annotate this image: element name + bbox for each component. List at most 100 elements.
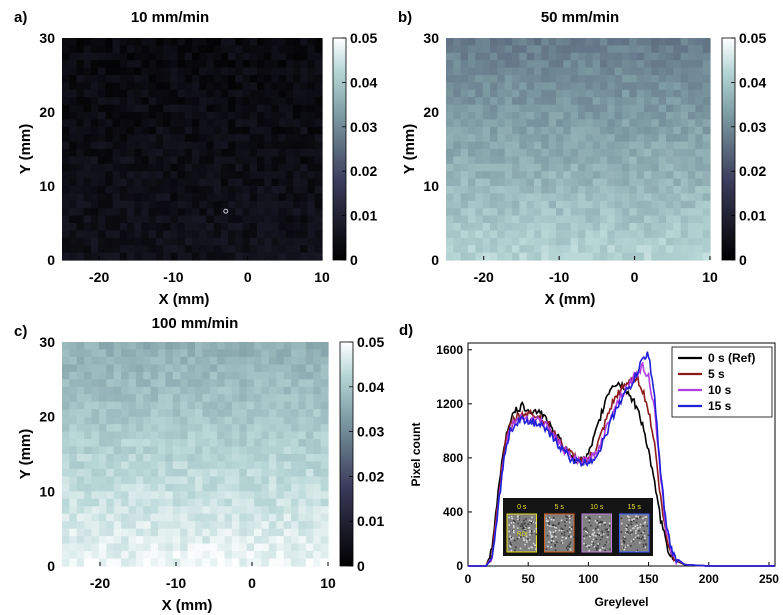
speckle	[592, 538, 595, 541]
heatmap-cell	[143, 416, 152, 425]
speckle	[525, 539, 528, 542]
heatmap-cell	[257, 126, 265, 135]
heatmap-cell	[199, 186, 208, 194]
heatmap-cell	[585, 223, 594, 231]
heatmap-cell	[90, 200, 99, 209]
heatmap-cell	[629, 60, 638, 69]
heatmap-cell	[112, 45, 121, 54]
y-tick-label: 0	[431, 252, 439, 268]
heatmap-cell	[192, 38, 200, 46]
heatmap-cell	[165, 386, 174, 395]
heatmap-cell	[206, 237, 215, 246]
speckle	[522, 537, 525, 539]
heatmap-cell	[482, 119, 491, 128]
heatmap-cell	[113, 416, 122, 425]
heatmap-cell	[98, 521, 107, 530]
heatmap-cell	[106, 483, 115, 492]
heatmap-cell	[504, 60, 513, 69]
heatmap-cell	[76, 431, 85, 440]
heatmap-cell	[141, 45, 150, 54]
heatmap-cell	[285, 186, 294, 194]
heatmap-cell	[150, 409, 159, 418]
heatmap-cell	[313, 431, 322, 440]
heatmap-cell	[446, 245, 454, 254]
heatmap-cell	[268, 454, 277, 463]
heatmap-cell	[98, 45, 106, 54]
heatmap-cell	[291, 416, 300, 425]
x-tick-label: 100	[578, 572, 598, 586]
heatmap-cell	[622, 126, 630, 135]
heatmap-cell	[278, 52, 287, 61]
heatmap-cell	[504, 45, 513, 54]
heatmap-cell	[220, 52, 229, 61]
speckle	[597, 545, 599, 547]
heatmap-cell	[512, 82, 520, 91]
heatmap-cell	[622, 171, 630, 180]
heatmap-cell	[202, 342, 211, 351]
heatmap-cell	[217, 521, 226, 530]
heatmap-cell	[497, 163, 506, 172]
speckle	[510, 515, 513, 518]
heatmap-cell	[585, 200, 594, 209]
heatmap-cell	[235, 75, 244, 83]
heatmap-cell	[490, 52, 498, 61]
heatmap-cell	[702, 82, 711, 91]
heatmap-cell	[534, 156, 542, 165]
heatmap-cell	[199, 163, 208, 172]
heatmap-cell	[158, 356, 167, 365]
heatmap-cell	[482, 178, 491, 187]
heatmap-cell	[526, 178, 535, 187]
heatmap-cell	[629, 245, 638, 254]
heatmap-cell	[285, 38, 294, 46]
heatmap-cell	[91, 476, 100, 485]
heatmap-cell	[112, 186, 121, 194]
heatmap-cell	[563, 60, 572, 69]
heatmap-cell	[460, 163, 469, 172]
x-tick-label: -20	[90, 575, 110, 591]
heatmap-cell	[497, 60, 506, 69]
heatmap-cell	[187, 356, 196, 365]
heatmap-cell	[666, 149, 674, 157]
heatmap-cell	[184, 171, 193, 180]
speckle	[558, 529, 560, 532]
heatmap-cell	[119, 134, 128, 143]
heatmap-cell	[666, 156, 674, 165]
heatmap-cell	[278, 82, 287, 91]
speckle	[513, 529, 515, 532]
heatmap-cell	[254, 536, 263, 545]
heatmap-cell	[276, 513, 285, 522]
heatmap-cell	[184, 52, 193, 61]
heatmap-cell	[313, 342, 322, 351]
heatmap-cell	[254, 379, 263, 388]
heatmap-cell	[113, 543, 122, 552]
heatmap-cell	[91, 446, 100, 455]
heatmap-cell	[180, 416, 189, 425]
heatmap-cell	[651, 186, 660, 194]
heatmap-cell	[128, 431, 137, 440]
heatmap-cell	[83, 200, 92, 209]
heatmap-cell	[585, 67, 594, 76]
speckle	[583, 528, 585, 530]
heatmap-cell	[177, 163, 186, 172]
heatmap-cell	[644, 45, 652, 54]
heatmap-cell	[76, 543, 85, 552]
heatmap-cell	[121, 454, 130, 463]
heatmap-cell	[261, 424, 270, 433]
heatmap-cell	[629, 119, 638, 128]
heatmap-cell	[680, 112, 689, 120]
heatmap-cell	[314, 112, 323, 120]
heatmap-cell	[217, 536, 226, 545]
heatmap-cell	[460, 112, 469, 120]
speckle	[643, 522, 646, 525]
heatmap-cell	[69, 208, 78, 217]
heatmap-cell	[622, 163, 630, 172]
heatmap-cell	[585, 245, 594, 254]
heatmap-cell	[468, 156, 476, 165]
heatmap-cell	[202, 371, 211, 380]
heatmap-cell	[76, 401, 85, 410]
heatmap-cell	[239, 543, 248, 552]
heatmap-cell	[177, 82, 186, 91]
heatmap-cell	[83, 75, 92, 83]
heatmap-cell	[98, 163, 106, 172]
